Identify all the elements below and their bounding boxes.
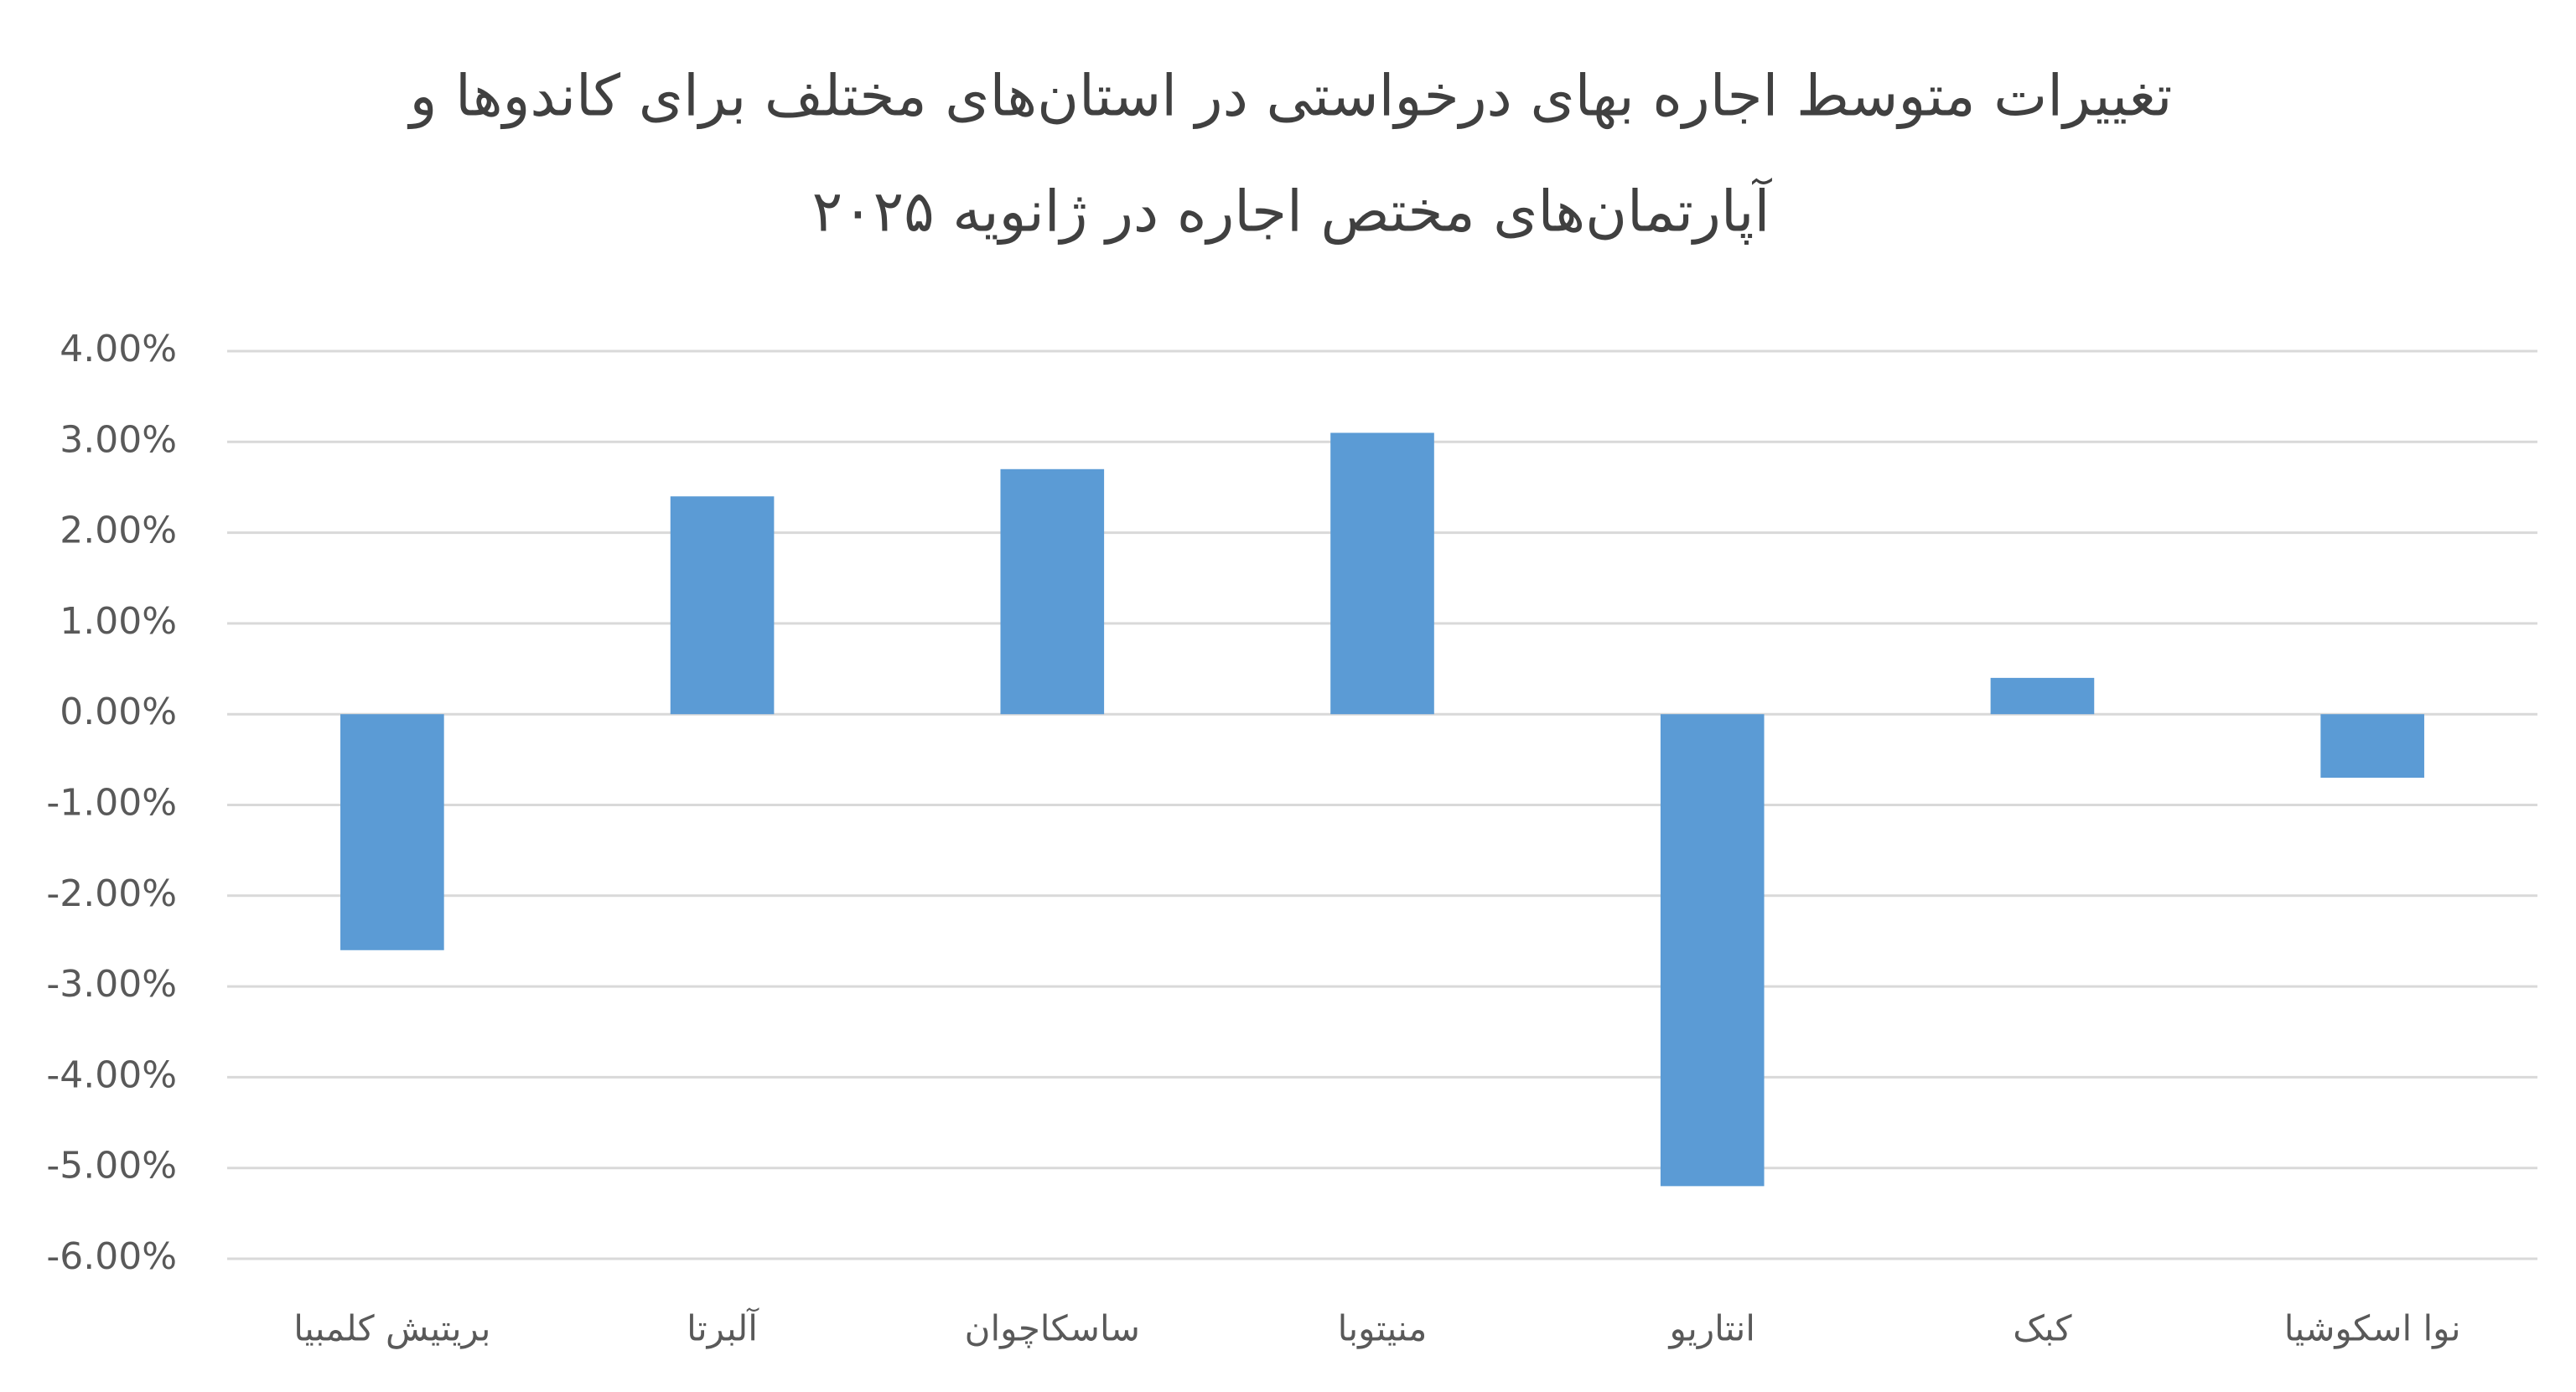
y-tick-label: -4.00% [46, 1053, 177, 1096]
x-tick-label: منیتوبا [1338, 1308, 1428, 1349]
y-tick-label: -2.00% [46, 872, 177, 915]
x-tick-label: آلبرتا [687, 1307, 759, 1349]
y-tick-label: 0.00% [60, 691, 177, 733]
bar [670, 496, 775, 715]
x-tick-label: کبک [2013, 1308, 2071, 1349]
bar [1660, 714, 1765, 1187]
chart-title: آپارتمان‌های مختص اجاره در ژانویه ۲۰۲۵ [812, 178, 1773, 246]
y-tick-label: 3.00% [60, 418, 177, 461]
bar [2320, 714, 2424, 779]
y-tick-label: -1.00% [46, 782, 177, 825]
x-tick-label: ساسکاچوان [965, 1308, 1140, 1349]
x-tick-label: نوا اسکوشیا [2284, 1308, 2461, 1349]
y-tick-label: 2.00% [60, 510, 177, 552]
y-tick-label: 4.00% [60, 328, 177, 370]
x-tick-label: بریتیش کلمبیا [293, 1308, 490, 1349]
bar [1990, 677, 2095, 715]
y-tick-label: 1.00% [60, 600, 177, 643]
bar [1330, 432, 1434, 715]
chart-title: تغییرات متوسط اجاره بهای درخواستی در است… [407, 64, 2173, 130]
bar [1000, 468, 1105, 715]
bar [340, 714, 444, 950]
y-tick-label: -6.00% [46, 1235, 177, 1278]
x-tick-label: انتاریو [1667, 1308, 1755, 1349]
y-tick-label: -3.00% [46, 963, 177, 1006]
y-tick-label: -5.00% [46, 1145, 177, 1188]
